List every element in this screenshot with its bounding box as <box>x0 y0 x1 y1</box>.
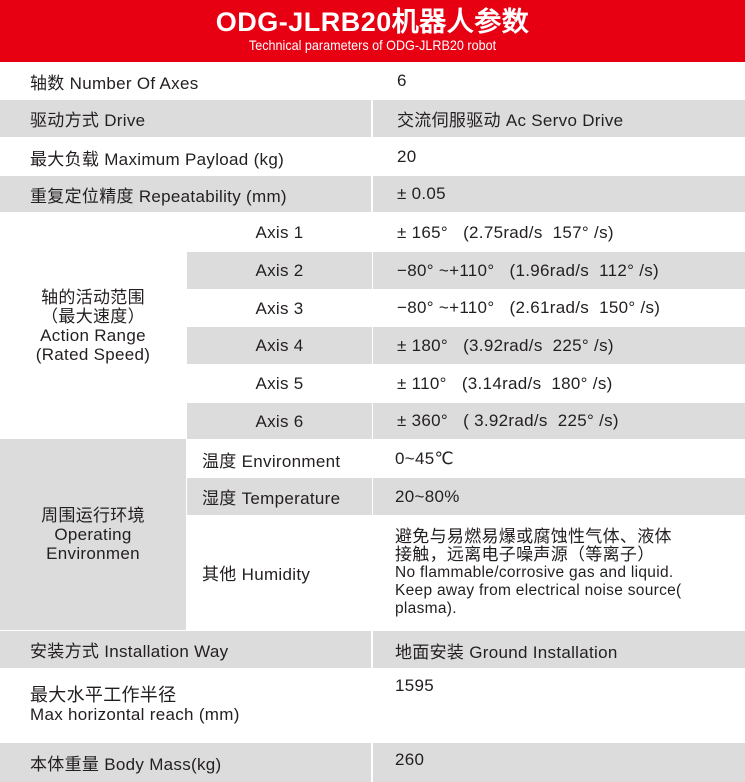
env-temperature-value: 0~45℃ <box>395 449 454 468</box>
env-temperature-label: 温度 Environment <box>202 452 341 471</box>
env-other-line: 避免与易燃易爆或腐蚀性气体、液体 <box>395 526 672 546</box>
env-other-label: 其他 Humidity <box>202 565 311 584</box>
action-range-cn-sub: （最大速度） <box>41 307 145 326</box>
env-other-value: 避免与易燃易爆或腐蚀性气体、液体 接触，远离电子噪声源（等离子） No flam… <box>373 516 745 629</box>
environment-en-2: Environmen <box>46 544 140 563</box>
axis-name: Axis 4 <box>187 327 372 364</box>
repeatability-label: 重复定位精度 Repeatability (mm) <box>0 176 371 212</box>
action-range-label: 轴的活动范围 （最大速度） Action Range (Rated Speed) <box>0 213 186 439</box>
axis-range-value: −80° ~+110° (2.61rad/s 150° /s) <box>397 298 661 317</box>
env-other-line: plasma). <box>395 599 457 617</box>
page-title: ODG-JLRB20机器人参数 <box>215 7 530 37</box>
axes-value: 6 <box>397 71 407 90</box>
mass-value: 260 <box>373 743 745 782</box>
env-other-line: 接触，远离电子噪声源（等离子） <box>395 544 655 564</box>
axis-name: Axis 6 <box>187 403 372 439</box>
axis-range-value: ± 360° ( 3.92rad/s 225° /s) <box>373 403 745 439</box>
environment-label: 周围运行环境 Operating Environmen <box>0 439 186 630</box>
axes-label: 轴数 Number Of Axes <box>30 73 199 93</box>
axis-name: Axis 5 <box>255 374 304 393</box>
axis-range-value: ± 180° (3.92rad/s 225° /s) <box>373 327 745 364</box>
env-other-line: No flammable/corrosive gas and liquid. <box>395 563 674 581</box>
env-humidity-label: 湿度 Temperature <box>187 478 372 515</box>
installation-label: 安装方式 Installation Way <box>0 631 371 668</box>
axis-name: Axis 2 <box>187 252 372 289</box>
reach-value: 1595 <box>395 676 435 695</box>
repeatability-value: ± 0.05 <box>373 176 745 212</box>
reach-label-cn: 最大水平工作半径 <box>30 685 177 705</box>
action-range-en: Action Range <box>40 326 146 345</box>
environment-cn: 周围运行环境 <box>41 506 145 525</box>
env-humidity-value: 20~80% <box>373 478 745 515</box>
env-other-line: Keep away from electrical noise source( <box>395 581 682 599</box>
page-subtitle: Technical parameters of ODG-JLRB20 robot <box>248 37 497 53</box>
payload-value: 20 <box>397 147 417 166</box>
drive-label: 驱动方式 Drive <box>0 100 371 137</box>
reach-label-en: Max horizontal reach (mm) <box>30 705 240 724</box>
reach-label: 最大水平工作半径 Max horizontal reach (mm) <box>0 668 371 742</box>
axis-name: Axis 3 <box>255 298 304 318</box>
axis-range-value: −80° ~+110° (1.96rad/s 112° /s) <box>373 252 745 289</box>
axis-range-value: ± 110° (3.14rad/s 180° /s) <box>397 373 613 393</box>
header-banner: ODG-JLRB20机器人参数 Technical parameters of … <box>0 0 745 62</box>
axis-range-value: ± 165° (2.75rad/s 157° /s) <box>397 222 614 242</box>
axis-name: Axis 1 <box>255 223 304 242</box>
mass-label: 本体重量 Body Mass(kg) <box>0 743 371 782</box>
environment-en: Operating <box>54 525 132 544</box>
payload-label: 最大负载 Maximum Payload (kg) <box>30 149 285 169</box>
installation-value: 地面安装 Ground Installation <box>373 631 745 668</box>
action-range-en-sub: (Rated Speed) <box>35 345 151 364</box>
drive-value: 交流伺服驱动 Ac Servo Drive <box>373 100 745 137</box>
action-range-cn: 轴的活动范围 <box>41 288 145 307</box>
